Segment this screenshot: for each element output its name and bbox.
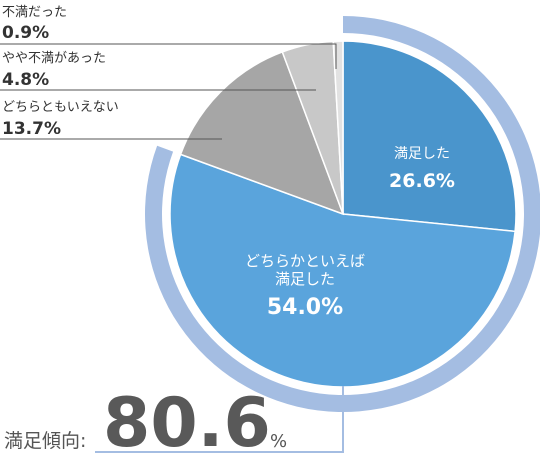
- pie-slice-1: [342, 40, 517, 233]
- summary-label: 満足傾向:: [4, 430, 86, 452]
- outside-value-neutral: 13.7%: [2, 119, 61, 139]
- pie-slice-3: [179, 51, 345, 216]
- pie-slice-2: [169, 153, 516, 388]
- outside-label-neutral: どちらともいえない: [2, 100, 119, 115]
- slice-label-somewhat-satisfied-line1: どちらかといえば: [245, 252, 365, 270]
- leader-line-1: [0, 43, 337, 70]
- summary-bracket: [95, 386, 344, 453]
- slice-label-satisfied: 満足した: [394, 146, 450, 162]
- slice-value-somewhat-satisfied: 54.0%: [267, 295, 343, 320]
- slice-label-somewhat-satisfied-line2: 満足した: [275, 270, 335, 288]
- summary-value: 80.6: [103, 384, 271, 463]
- outside-label-dissatisfied: 不満だった: [2, 5, 67, 20]
- pie-slice-5: [332, 40, 344, 215]
- outside-value-dissatisfied: 0.9%: [2, 23, 49, 43]
- slice-value-satisfied: 26.6%: [389, 170, 455, 192]
- outside-value-somewhat-dissatisfied: 4.8%: [2, 70, 49, 90]
- pie-slices: [169, 40, 517, 388]
- leader-lines: [0, 43, 337, 140]
- summary-unit: %: [270, 431, 287, 452]
- outside-label-somewhat-dissatisfied: やや不満があった: [2, 51, 106, 66]
